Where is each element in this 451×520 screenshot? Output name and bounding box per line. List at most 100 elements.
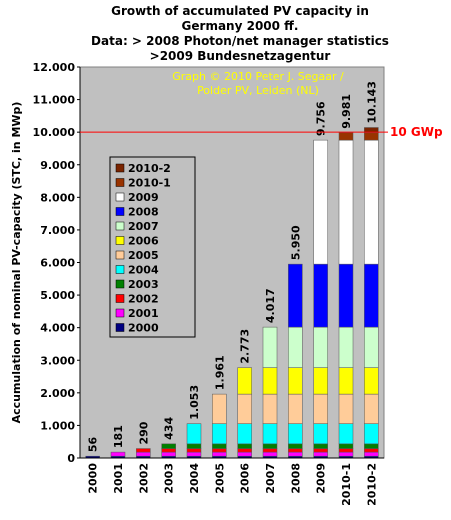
bar-segment — [338, 139, 354, 265]
bar-segment — [136, 451, 151, 457]
credit: Polder PV, Leiden (NL) — [197, 84, 319, 97]
total-label: 4.017 — [264, 288, 277, 323]
legend-label: 2010-1 — [128, 177, 171, 190]
y-tick-label: 1.000 — [40, 419, 75, 432]
y-tick-label: 10.000 — [33, 126, 76, 139]
legend-swatch — [115, 323, 125, 332]
x-tick-label: 2007 — [264, 463, 277, 494]
bar-segment — [313, 139, 328, 265]
chart-title: Germany 2000 ff. — [182, 19, 299, 33]
x-tick-label: 2002 — [137, 463, 150, 494]
total-label: 290 — [137, 421, 150, 444]
bar-segment — [288, 326, 303, 368]
bar-segment — [364, 127, 379, 134]
y-tick-label: 3.000 — [40, 354, 75, 367]
bar-segment — [288, 448, 303, 453]
bar-segment — [313, 423, 328, 445]
legend-label: 2009 — [128, 191, 159, 204]
bar-segment — [212, 423, 227, 445]
bar-segment — [212, 448, 227, 453]
bar-segment — [212, 443, 227, 449]
legend-label: 2004 — [128, 264, 159, 277]
bar-segment — [364, 132, 379, 141]
chart-title: Growth of accumulated PV capacity in — [111, 4, 369, 18]
bar-segment — [338, 393, 354, 424]
chart-title: >2009 Bundesnetzagentur — [150, 49, 331, 63]
y-tick-label: 7.000 — [40, 224, 75, 237]
legend-swatch — [115, 178, 125, 187]
bar-segment — [237, 448, 252, 453]
legend-swatch — [115, 221, 125, 231]
legend-label: 2003 — [128, 278, 159, 291]
bar-segment — [161, 448, 176, 453]
bar-segment — [262, 367, 278, 395]
legend-swatch — [115, 163, 125, 173]
y-tick-label: 5.000 — [40, 289, 75, 302]
bar-segment — [364, 367, 379, 395]
bar-segment — [288, 393, 303, 424]
legend-label: 2002 — [128, 293, 159, 306]
legend-label: 2008 — [128, 206, 159, 219]
x-tick-label: 2003 — [163, 463, 176, 494]
legend-swatch — [115, 265, 125, 274]
bar-segment — [364, 448, 379, 453]
x-tick-label: 2010-1 — [340, 463, 353, 506]
bar-segment — [364, 423, 379, 445]
bar-segment — [338, 423, 354, 445]
y-tick-label: 11.000 — [33, 94, 76, 107]
bar-segment — [212, 393, 227, 424]
legend-swatch — [115, 308, 125, 318]
bar-segment — [186, 423, 202, 445]
bar-segment — [338, 448, 354, 453]
legend-label: 2001 — [128, 307, 159, 320]
bar-segment — [288, 423, 303, 445]
legend-swatch — [115, 294, 125, 303]
x-tick-label: 2001 — [112, 463, 125, 494]
legend-swatch — [115, 250, 125, 260]
total-label: 5.950 — [289, 225, 302, 260]
legend-swatch — [115, 279, 125, 289]
bar-segment — [212, 451, 227, 457]
bar-segment — [186, 451, 202, 457]
legend-label: 2007 — [128, 220, 159, 233]
x-tick-label: 2005 — [213, 463, 226, 494]
credit: Graph © 2010 Peter J. Segaar / — [172, 70, 344, 83]
y-tick-label: 9.000 — [40, 159, 75, 172]
legend-swatch — [115, 192, 125, 202]
legend-label: 2010-2 — [128, 162, 171, 175]
total-label: 1.961 — [213, 355, 226, 390]
bar-segment — [262, 448, 278, 453]
bar-segment — [288, 443, 303, 449]
bar-segment — [364, 326, 379, 368]
y-axis-label: Accumulation of nominal PV-capacity (STC… — [10, 102, 23, 424]
x-tick-label: 2008 — [289, 463, 302, 494]
legend-swatch — [115, 207, 125, 216]
bar-segment — [364, 393, 379, 424]
y-tick-label: 8.000 — [40, 191, 75, 204]
bar-segment — [262, 393, 278, 424]
bar-segment — [313, 451, 328, 457]
bar-segment — [313, 393, 328, 424]
bar-segment — [364, 443, 379, 449]
bar-segment — [364, 139, 379, 265]
bar-segment — [338, 367, 354, 395]
bar-segment — [313, 448, 328, 453]
bar-segment — [186, 443, 202, 449]
bar-segment — [237, 443, 252, 449]
reference-label: 10 GWp — [390, 125, 443, 139]
bar-segment — [313, 326, 328, 368]
x-tick-label: 2004 — [188, 463, 201, 494]
x-tick-label: 2009 — [315, 463, 328, 494]
total-label: 1.053 — [188, 385, 201, 420]
legend-swatch — [115, 236, 125, 245]
bar-segment — [262, 451, 278, 457]
legend — [109, 156, 196, 338]
x-tick-label: 2010-2 — [365, 463, 378, 506]
bar-segment — [237, 393, 252, 424]
total-label: 181 — [112, 425, 125, 448]
bar-segment — [338, 132, 354, 141]
total-label: 434 — [163, 417, 176, 440]
x-tick-label: 2000 — [87, 463, 100, 494]
bar-segment — [338, 263, 354, 328]
